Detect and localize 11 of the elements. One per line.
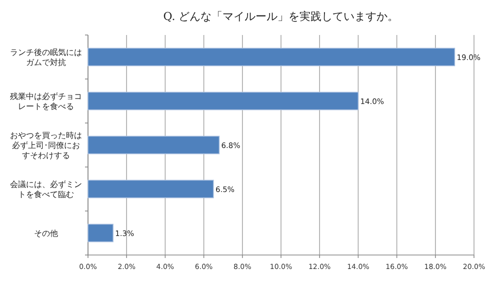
- bar: [88, 48, 456, 66]
- chart-title: Q. どんな「マイルール」を実践していますか。: [163, 10, 399, 23]
- y-tick-label: 残業中は必ずチョコレートを食べる: [10, 92, 82, 111]
- bar: [88, 136, 220, 154]
- y-tick-label: おやつを買った時は必ず上司･同僚におすそわけする: [10, 131, 82, 160]
- bar: [88, 180, 214, 198]
- bar: [88, 224, 114, 242]
- bar: [88, 92, 359, 110]
- y-tick-label: 会議には、必ずミントを食べて臨む: [10, 180, 82, 199]
- y-tick-label: その他: [34, 229, 58, 238]
- y-tick-label: ランチ後の眠気にはガムで対抗: [10, 48, 82, 67]
